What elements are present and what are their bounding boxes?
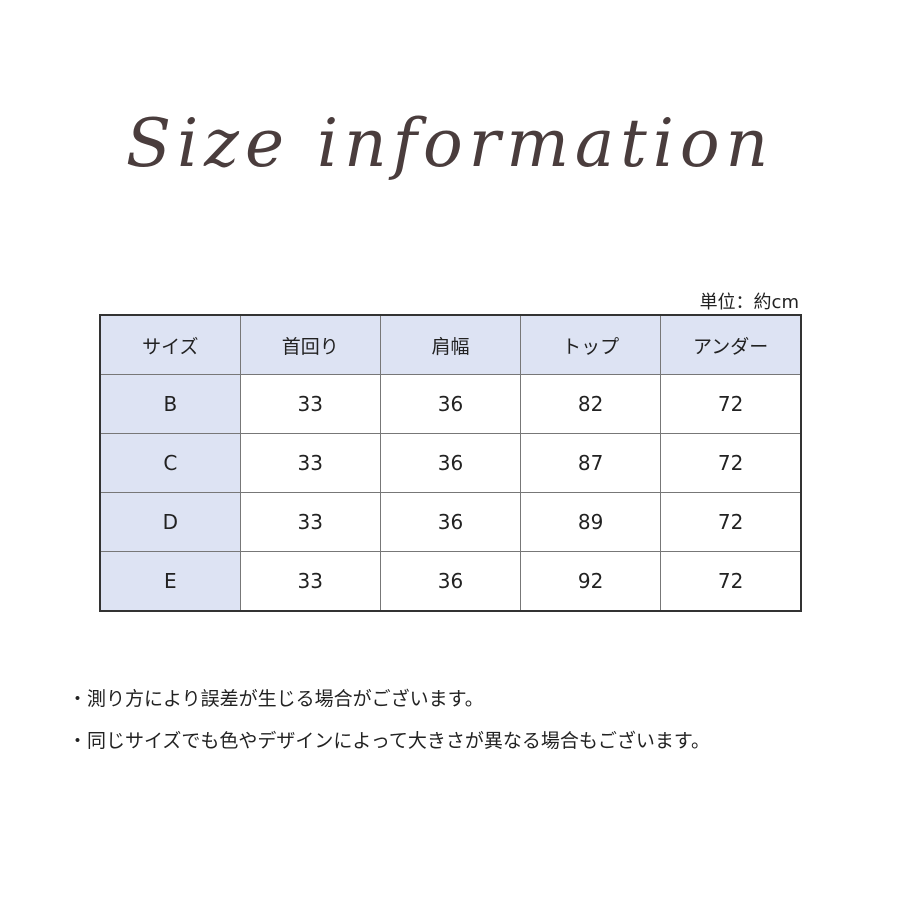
cell: 36	[379, 374, 522, 434]
cell: 33	[239, 433, 381, 493]
unit-label: 単位：約cm	[699, 292, 799, 313]
cell: 36	[379, 551, 522, 612]
note-item: ・同じサイズでも色やデザインによって大きさが異なる場合もございます。	[68, 730, 711, 752]
table-header-row: サイズ 首回り 肩幅 トップ アンダー	[99, 314, 802, 375]
cell: 33	[239, 551, 381, 612]
table-row: B 33 36 82 72	[99, 374, 802, 434]
size-table: サイズ 首回り 肩幅 トップ アンダー B 33 36 82 72 C 33 3…	[99, 314, 802, 612]
cell: 87	[520, 433, 662, 493]
table-row: C 33 36 87 72	[99, 433, 802, 493]
header-top: トップ	[520, 314, 662, 375]
cell: 33	[239, 492, 381, 552]
cell: 89	[520, 492, 662, 552]
cell: 72	[660, 492, 802, 552]
page-title: Size information	[125, 105, 775, 182]
notes: ・測り方により誤差が生じる場合がございます。 ・同じサイズでも色やデザインによっ…	[68, 678, 710, 762]
cell: 82	[520, 374, 662, 434]
header-neck: 首回り	[239, 314, 381, 375]
cell: 92	[520, 551, 662, 612]
cell-size: B	[99, 374, 241, 434]
header-under: アンダー	[660, 314, 802, 375]
cell: 72	[660, 551, 802, 612]
cell: 72	[660, 374, 802, 434]
cell-size: D	[99, 492, 241, 552]
table-row: D 33 36 89 72	[99, 492, 802, 552]
cell: 36	[379, 492, 522, 552]
cell: 33	[239, 374, 381, 434]
table-row: E 33 36 92 72	[99, 551, 802, 612]
cell: 36	[379, 433, 522, 493]
header-shoulder: 肩幅	[379, 314, 522, 375]
header-size: サイズ	[99, 314, 241, 375]
cell: 72	[660, 433, 802, 493]
note-item: ・測り方により誤差が生じる場合がございます。	[68, 688, 484, 710]
cell-size: E	[99, 551, 241, 612]
cell-size: C	[99, 433, 241, 493]
